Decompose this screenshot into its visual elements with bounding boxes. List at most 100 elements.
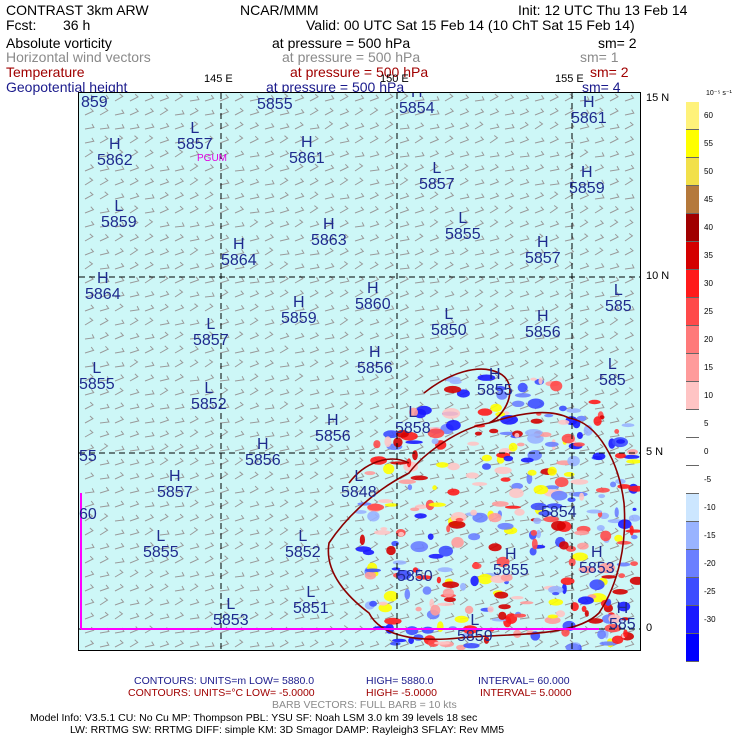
- wind-barb: [369, 541, 379, 550]
- vorticity-cell: [438, 545, 453, 557]
- wind-barb: [459, 487, 470, 494]
- vorticity-cell: [437, 602, 454, 606]
- wind-barb: [564, 515, 575, 522]
- wind-barb: [219, 234, 230, 242]
- wind-barb: [369, 191, 380, 200]
- wind-barb: [579, 445, 590, 452]
- wind-barb: [234, 121, 244, 130]
- wind-barb: [159, 613, 170, 620]
- wind-barb: [534, 306, 545, 312]
- vorticity-cell: [437, 621, 444, 633]
- model-title: CONTRAST 3km ARW: [6, 2, 149, 18]
- wind-barb: [309, 135, 319, 144]
- wind-barb: [609, 373, 619, 382]
- wind-barb: [294, 163, 304, 172]
- wind-barb: [84, 389, 95, 396]
- vorticity-cell: [554, 477, 569, 488]
- wind-barb: [114, 374, 125, 382]
- colorbar-label: 40: [704, 223, 713, 232]
- wind-barb: [324, 333, 335, 340]
- wind-barb: [279, 499, 289, 508]
- wind-barb: [279, 123, 290, 130]
- wind-barb: [129, 500, 140, 508]
- vorticity-cell: [513, 613, 527, 618]
- wind-barb: [534, 571, 545, 578]
- lat-label-5n: 5 N: [646, 446, 664, 458]
- wind-barb: [444, 249, 455, 256]
- wind-barb: [159, 319, 170, 326]
- wind-barb: [129, 219, 139, 228]
- wind-barb: [129, 93, 139, 102]
- wind-barb: [129, 584, 140, 592]
- wind-barb: [504, 640, 515, 648]
- wind-barb: [444, 612, 455, 620]
- wind-barb: [519, 346, 530, 354]
- wind-barb: [249, 485, 259, 494]
- wind-barb: [429, 305, 440, 312]
- field-name-vorticity: Absolute vorticity: [6, 35, 112, 51]
- wind-barb: [414, 401, 424, 410]
- wind-barb: [399, 387, 409, 396]
- wind-barb: [354, 317, 364, 326]
- wind-barb: [114, 430, 125, 438]
- forecast-hours: 36 h: [63, 17, 91, 33]
- vorticity-cell: [367, 503, 385, 511]
- wind-barb: [444, 570, 455, 578]
- wind-barb: [624, 136, 635, 144]
- wind-barb: [219, 304, 230, 312]
- wind-barb: [159, 570, 170, 578]
- wind-barb: [354, 261, 364, 270]
- vorticity-cell: [529, 547, 537, 556]
- vorticity-cell: [544, 413, 554, 418]
- wind-barb: [294, 136, 305, 144]
- wind-barb: [519, 306, 530, 312]
- vorticity-cell: [505, 505, 521, 509]
- hl-label: L 5852: [191, 380, 227, 413]
- vorticity-cell: [369, 600, 377, 607]
- vorticity-cell: [383, 463, 395, 475]
- wind-barb: [264, 598, 275, 606]
- wind-barb: [534, 471, 544, 480]
- wind-barb: [414, 359, 424, 368]
- wind-barb: [249, 570, 260, 578]
- wind-barb: [219, 248, 230, 256]
- wind-barb: [279, 177, 289, 186]
- wind-barb: [624, 247, 634, 256]
- vorticity-cell: [577, 542, 589, 550]
- wind-barb: [249, 457, 260, 466]
- wind-barb: [609, 263, 620, 270]
- wind-barb: [279, 109, 290, 116]
- wind-barb: [624, 570, 635, 578]
- wind-barb: [414, 151, 425, 158]
- wind-barb: [354, 527, 364, 536]
- wind-barb: [204, 191, 214, 200]
- wind-barb: [429, 289, 439, 298]
- wind-barb: [279, 362, 290, 368]
- wind-barb: [309, 585, 320, 592]
- wind-barb: [444, 122, 455, 130]
- model-info-line1: Model Info: V3.5.1 CU: No Cu MP: Thompso…: [30, 712, 478, 724]
- wind-barb: [369, 205, 379, 214]
- wind-barb: [99, 513, 109, 522]
- wind-barb: [99, 361, 110, 368]
- wind-barb: [279, 389, 290, 396]
- wind-barb: [594, 403, 605, 410]
- wind-barb: [444, 261, 454, 270]
- field-sm-vorticity: sm= 2: [598, 35, 637, 51]
- temperature-contours: [327, 368, 626, 641]
- wind-barb: [354, 206, 365, 214]
- wind-barb: [114, 486, 125, 494]
- wind-barb: [144, 445, 155, 452]
- vorticity-cell: [354, 510, 367, 514]
- wind-barb: [429, 163, 439, 172]
- colorbar-swatch: [686, 634, 699, 662]
- wind-barb: [579, 457, 589, 466]
- vorticity-cell: [415, 606, 422, 612]
- wind-barb: [519, 235, 530, 242]
- wind-barb: [114, 123, 125, 130]
- wind-barb: [579, 374, 590, 382]
- wind-barb: [204, 135, 214, 144]
- wind-barb: [399, 235, 410, 242]
- wind-barb: [249, 108, 260, 116]
- wind-barb: [99, 584, 110, 592]
